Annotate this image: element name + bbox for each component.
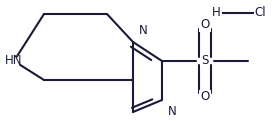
Text: O: O (200, 91, 210, 103)
Text: N: N (139, 24, 148, 37)
Text: N: N (168, 105, 177, 118)
Text: HN: HN (5, 54, 23, 68)
Text: S: S (201, 54, 209, 68)
Text: O: O (200, 19, 210, 31)
Text: H: H (212, 7, 220, 19)
Text: Cl: Cl (254, 7, 266, 19)
